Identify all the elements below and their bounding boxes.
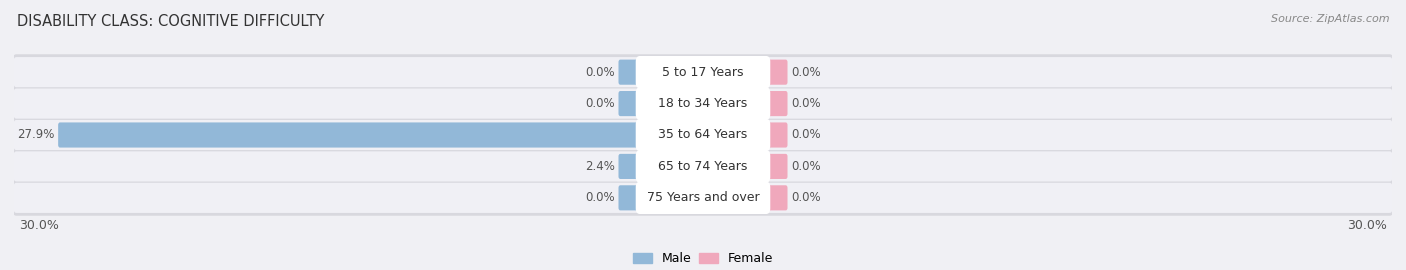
FancyBboxPatch shape [14,57,1392,87]
FancyBboxPatch shape [703,91,787,116]
FancyBboxPatch shape [619,91,703,116]
FancyBboxPatch shape [14,151,1392,181]
FancyBboxPatch shape [703,60,787,85]
FancyBboxPatch shape [13,180,1393,216]
Text: 35 to 64 Years: 35 to 64 Years [658,129,748,141]
FancyBboxPatch shape [14,89,1392,119]
FancyBboxPatch shape [13,148,1393,184]
FancyBboxPatch shape [636,150,770,183]
Text: 0.0%: 0.0% [585,66,614,79]
FancyBboxPatch shape [619,60,703,85]
FancyBboxPatch shape [13,86,1393,122]
Text: 0.0%: 0.0% [792,97,821,110]
Text: 27.9%: 27.9% [17,129,55,141]
Text: 75 Years and over: 75 Years and over [647,191,759,204]
Text: DISABILITY CLASS: COGNITIVE DIFFICULTY: DISABILITY CLASS: COGNITIVE DIFFICULTY [17,14,325,29]
FancyBboxPatch shape [14,120,1392,150]
Text: Source: ZipAtlas.com: Source: ZipAtlas.com [1271,14,1389,23]
Text: 0.0%: 0.0% [792,191,821,204]
Text: 5 to 17 Years: 5 to 17 Years [662,66,744,79]
Text: 0.0%: 0.0% [792,66,821,79]
Text: 0.0%: 0.0% [792,129,821,141]
Text: 65 to 74 Years: 65 to 74 Years [658,160,748,173]
Text: 30.0%: 30.0% [1347,219,1388,232]
FancyBboxPatch shape [619,154,703,179]
FancyBboxPatch shape [703,154,787,179]
FancyBboxPatch shape [619,185,703,210]
FancyBboxPatch shape [703,122,787,148]
FancyBboxPatch shape [13,117,1393,153]
Text: 2.4%: 2.4% [585,160,614,173]
FancyBboxPatch shape [58,122,703,148]
FancyBboxPatch shape [13,54,1393,90]
FancyBboxPatch shape [636,119,770,151]
FancyBboxPatch shape [636,87,770,120]
FancyBboxPatch shape [703,185,787,210]
FancyBboxPatch shape [636,182,770,214]
FancyBboxPatch shape [636,56,770,88]
Text: 30.0%: 30.0% [18,219,59,232]
Legend: Male, Female: Male, Female [628,247,778,270]
Text: 18 to 34 Years: 18 to 34 Years [658,97,748,110]
FancyBboxPatch shape [14,183,1392,213]
Text: 0.0%: 0.0% [585,97,614,110]
Text: 0.0%: 0.0% [792,160,821,173]
Text: 0.0%: 0.0% [585,191,614,204]
